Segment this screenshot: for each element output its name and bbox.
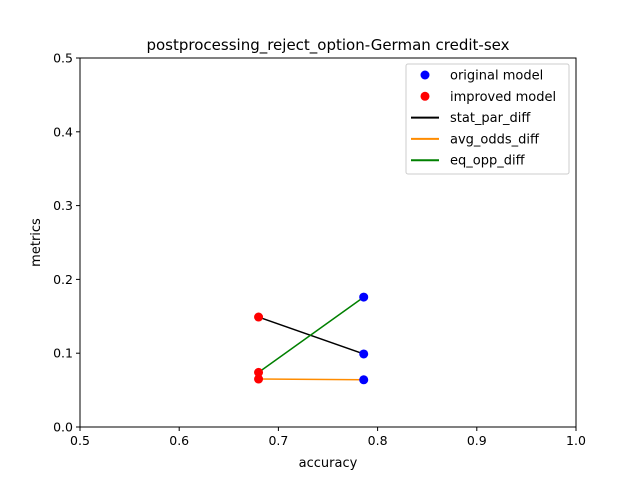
y-tick-label: 0.2 (53, 272, 73, 287)
legend-label: improved model (450, 90, 556, 105)
y-tick-label: 0.4 (53, 124, 73, 139)
y-tick-label: 0.3 (53, 198, 73, 213)
x-tick-label: 0.9 (467, 433, 487, 448)
chart-title: postprocessing_reject_option-German cred… (146, 36, 509, 55)
x-tick-label: 0.5 (70, 433, 90, 448)
legend-label: stat_par_diff (450, 111, 531, 126)
x-tick-label: 1.0 (566, 433, 586, 448)
x-axis-label: accuracy (299, 456, 358, 471)
improved-model-point-2 (254, 367, 264, 377)
legend-box (405, 63, 570, 175)
series-line-eq_opp_diff (258, 296, 365, 373)
legend-label: original model (450, 69, 543, 84)
y-tick-label: 0.1 (53, 346, 73, 361)
legend-label: avg_odds_diff (450, 132, 540, 147)
x-tick-label: 0.6 (169, 433, 189, 448)
original-model-point-2 (359, 292, 369, 302)
legend-marker-original-model (420, 70, 430, 80)
original-model-point-0 (359, 349, 369, 359)
improved-model-point-0 (254, 312, 264, 322)
y-tick-label: 0.5 (53, 51, 73, 66)
x-tick-label: 0.7 (268, 433, 288, 448)
legend-label: eq_opp_diff (450, 154, 526, 169)
y-axis-label: metrics (29, 218, 44, 267)
legend-marker-improved-model (420, 91, 430, 101)
improved-model-point-1 (254, 374, 264, 384)
series-line-avg_odds_diff (258, 378, 364, 381)
legend: original model improved model stat_par_dif… (405, 63, 570, 175)
x-tick-label: 0.8 (368, 433, 388, 448)
original-model-point-1 (359, 375, 369, 385)
y-tick-label: 0.0 (53, 420, 73, 435)
plot-area-frame (79, 57, 577, 428)
